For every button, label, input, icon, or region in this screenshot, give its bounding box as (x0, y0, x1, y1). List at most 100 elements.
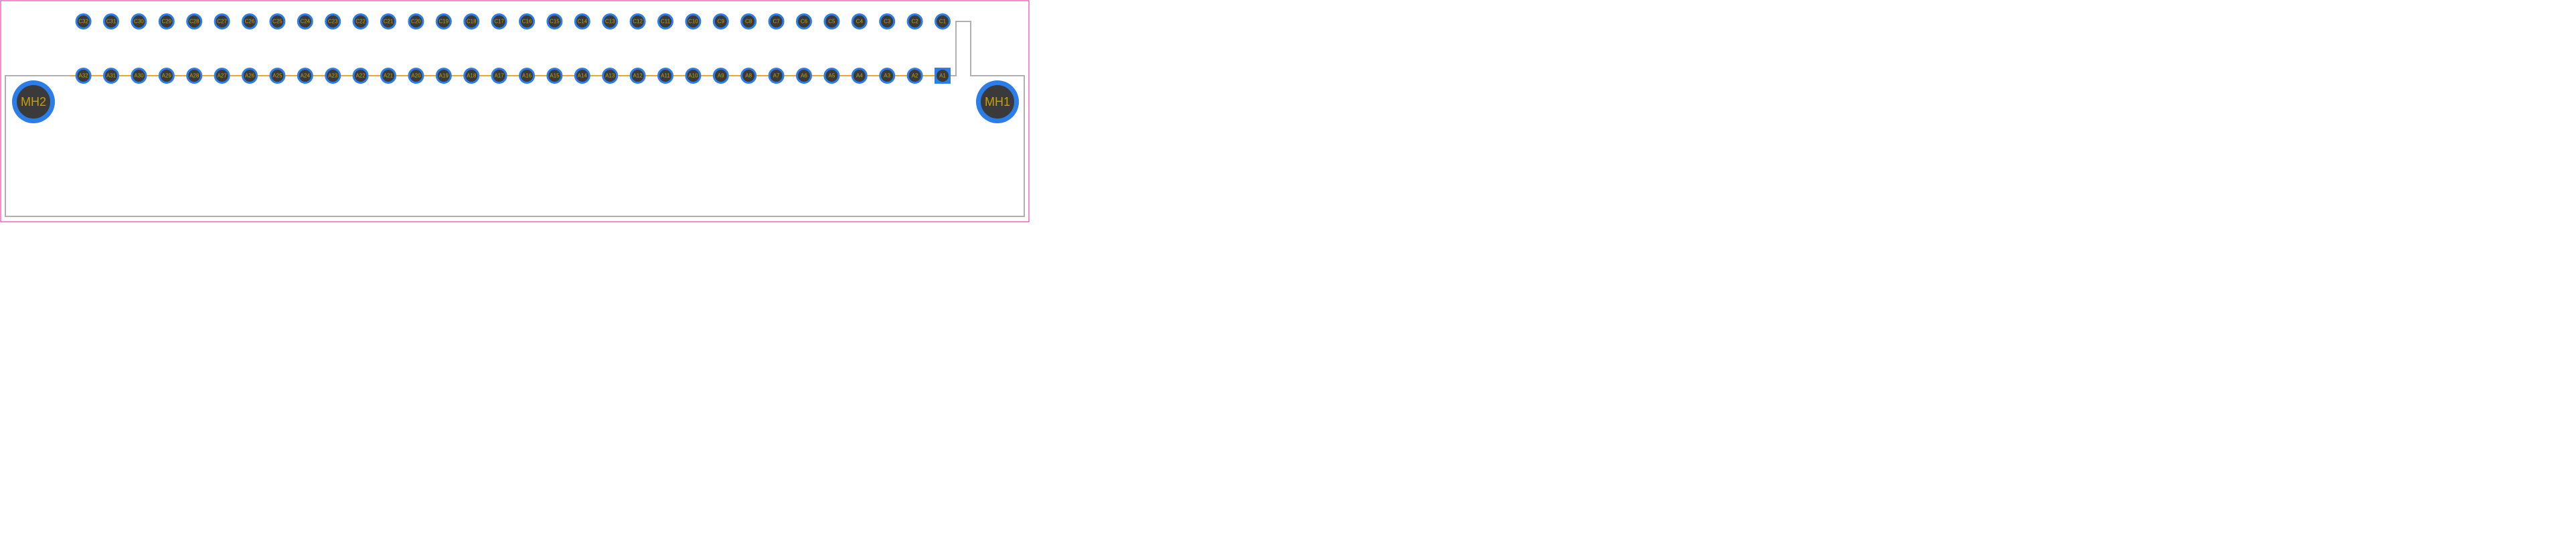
pad-a32-label: A32 (78, 73, 88, 79)
pad-a8: A8 (740, 68, 756, 84)
pad-c23: C23 (325, 13, 341, 29)
pad-c5-label: C5 (828, 19, 835, 25)
pad-c7-label: C7 (773, 19, 780, 25)
pad-a24-label: A24 (301, 73, 311, 79)
pad-a22: A22 (353, 68, 369, 84)
pad-c22: C22 (353, 13, 369, 29)
pad-c19: C19 (436, 13, 452, 29)
pad-c31: C31 (103, 13, 119, 29)
pad-a7-label: A7 (773, 73, 780, 79)
pad-a28: A28 (186, 68, 202, 84)
pad-c15: C15 (546, 13, 562, 29)
pad-c10-label: C10 (688, 19, 698, 25)
pad-c29: C29 (159, 13, 175, 29)
pad-a10-label: A10 (688, 73, 698, 79)
pad-c2: C2 (907, 13, 923, 29)
pad-c31-label: C31 (106, 19, 116, 25)
pad-a3: A3 (879, 68, 895, 84)
pad-a4: A4 (852, 68, 868, 84)
pad-c28: C28 (186, 13, 202, 29)
pad-a8-label: A8 (745, 73, 752, 79)
pad-a9-label: A9 (718, 73, 724, 79)
pad-c10: C10 (685, 13, 701, 29)
pad-c18-label: C18 (467, 19, 477, 25)
pad-c21: C21 (380, 13, 396, 29)
pad-c4-label: C4 (856, 19, 864, 25)
pad-a12-label: A12 (633, 73, 643, 79)
pad-a24: A24 (297, 68, 313, 84)
mounting-hole-label-mh2: MH2 (21, 95, 46, 109)
mounting-hole-mh1: MH1 (976, 80, 1019, 123)
pad-a31: A31 (103, 68, 119, 84)
pad-a32: A32 (76, 68, 92, 84)
pad-a15-label: A15 (550, 73, 560, 79)
pad-c17-label: C17 (494, 19, 504, 25)
pad-a14-label: A14 (578, 73, 588, 79)
component-outline (5, 21, 1024, 216)
pad-c24: C24 (297, 13, 313, 29)
pad-c13: C13 (602, 13, 618, 29)
pad-c30-label: C30 (134, 19, 144, 25)
pad-a11-label: A11 (661, 73, 670, 79)
pad-a2: A2 (907, 68, 923, 84)
pad-c26-label: C26 (245, 19, 255, 25)
pad-c22-label: C22 (355, 19, 366, 25)
pad-a18-label: A18 (467, 73, 477, 79)
pad-a4-label: A4 (856, 73, 863, 79)
pad-c32: C32 (76, 13, 92, 29)
pad-c29-label: C29 (161, 19, 171, 25)
pad-c14-label: C14 (577, 19, 587, 25)
pad-a29-label: A29 (162, 73, 172, 79)
mounting-hole-label-mh1: MH1 (985, 95, 1010, 109)
pad-a17: A17 (491, 68, 507, 84)
pad-c11-label: C11 (661, 19, 671, 25)
pad-c3: C3 (879, 13, 895, 29)
pad-c16: C16 (519, 13, 535, 29)
pad-c20-label: C20 (411, 19, 421, 25)
pad-c23-label: C23 (328, 19, 338, 25)
pad-c6-label: C6 (801, 19, 808, 25)
pad-c5: C5 (823, 13, 839, 29)
pcb-footprint-svg: C1C2C3C4C5C6C7C8C9C10C11C12C13C14C15C16C… (0, 0, 1030, 222)
pad-c14: C14 (574, 13, 590, 29)
pad-c26: C26 (242, 13, 258, 29)
pad-c27-label: C27 (217, 19, 227, 25)
pad-a16-label: A16 (522, 73, 532, 79)
pad-c1: C1 (935, 13, 951, 29)
pad-a28-label: A28 (189, 73, 199, 79)
pad-c8-label: C8 (745, 19, 752, 25)
pad-c21-label: C21 (384, 19, 394, 25)
pad-a25-label: A25 (272, 73, 283, 79)
mounting-hole-mh2: MH2 (12, 80, 55, 123)
pad-a23: A23 (325, 68, 341, 84)
pad-c20: C20 (408, 13, 424, 29)
pad-c30: C30 (131, 13, 147, 29)
pad-a7: A7 (769, 68, 785, 84)
pad-a9: A9 (713, 68, 729, 84)
pad-a21: A21 (380, 68, 396, 84)
pad-a25: A25 (269, 68, 285, 84)
pad-a30: A30 (131, 68, 147, 84)
pad-c8: C8 (740, 13, 756, 29)
pad-c25-label: C25 (272, 19, 283, 25)
pad-c3-label: C3 (884, 19, 891, 25)
pad-a6: A6 (796, 68, 812, 84)
pad-a26: A26 (242, 68, 258, 84)
pad-a5: A5 (823, 68, 839, 84)
pad-a29: A29 (159, 68, 175, 84)
pad-a31-label: A31 (106, 73, 116, 79)
pad-a20-label: A20 (411, 73, 421, 79)
pad-a5-label: A5 (829, 73, 835, 79)
pad-c12-label: C12 (633, 19, 643, 25)
pad-c25: C25 (269, 13, 285, 29)
pad-a30-label: A30 (134, 73, 144, 79)
pad-a15: A15 (546, 68, 562, 84)
pad-a20: A20 (408, 68, 424, 84)
pad-c6: C6 (796, 13, 812, 29)
pad-a17-label: A17 (494, 73, 504, 79)
pad-a26-label: A26 (245, 73, 255, 79)
pad-c28-label: C28 (189, 19, 199, 25)
outer-border (1, 1, 1029, 222)
pad-a18: A18 (463, 68, 479, 84)
pad-a19: A19 (436, 68, 452, 84)
